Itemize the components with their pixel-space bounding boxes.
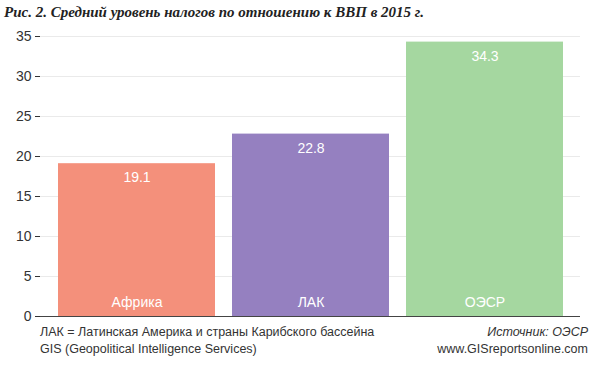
svg-text:ОЭСР: ОЭСР	[465, 294, 505, 310]
svg-text:0: 0	[24, 308, 32, 324]
html-text:Рис. 2. Средний уровень налого: Рис. 2. Средний уровень налогов по отнош…	[4, 4, 424, 20]
svg-text:34.3: 34.3	[471, 48, 498, 64]
html-text:GIS (Geopolitical Intelligence: GIS (Geopolitical Intelligence Services)	[40, 342, 257, 356]
svg-text:ЛАК: ЛАК	[298, 294, 326, 310]
html-text:Источник: ОЭСР: Источник: ОЭСР	[487, 325, 588, 339]
svg-text:5: 5	[24, 268, 32, 284]
svg-text:35: 35	[16, 28, 32, 44]
svg-text:30: 30	[16, 68, 32, 84]
svg-text:15: 15	[16, 188, 32, 204]
svg-text:20: 20	[16, 148, 32, 164]
svg-text:10: 10	[16, 228, 32, 244]
svg-text:22.8: 22.8	[297, 140, 324, 156]
svg-text:25: 25	[16, 108, 32, 124]
svg-text:19.1: 19.1	[123, 169, 150, 185]
svg-text:Африка: Африка	[112, 294, 163, 310]
html-text:www.GISreportsonline.com: www.GISreportsonline.com	[437, 342, 588, 356]
html-text:ЛАК = Латинская Америка и стра: ЛАК = Латинская Америка и страны Карибск…	[40, 325, 375, 339]
